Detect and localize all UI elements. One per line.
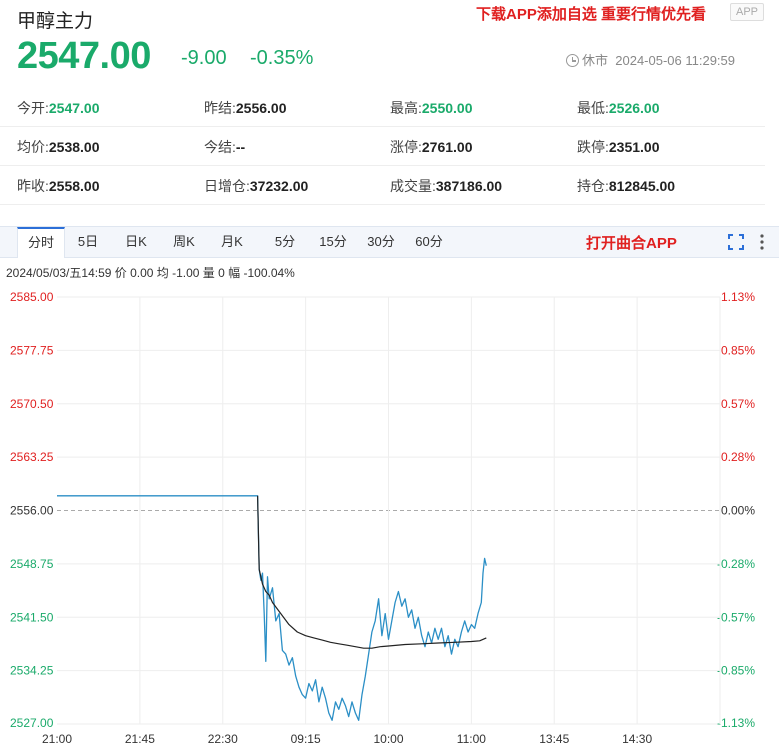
stat-label: 昨收:: [17, 178, 49, 194]
tab-8[interactable]: 60分: [415, 234, 443, 249]
stat-label: 最低:: [577, 100, 609, 116]
x-tick-label: 21:45: [125, 732, 155, 745]
tab-3[interactable]: 周K: [173, 234, 195, 249]
page-title: 甲醇主力: [17, 11, 94, 32]
clock-icon: [566, 54, 579, 67]
y-tick-label: 2570.50: [10, 397, 54, 411]
stat-value: 2538.00: [48, 139, 100, 155]
stat-row: 均价:2538.00 今结:-- 涨停:2761.00 跌停:2351.00: [0, 127, 765, 166]
stat-value: 2547.00: [48, 100, 100, 116]
stat-value: 2558.00: [48, 178, 100, 194]
average-price-line: [257, 495, 487, 649]
tab-6[interactable]: 15分: [319, 234, 347, 249]
stat-label: 均价:: [17, 139, 49, 155]
chart-tab-bar: 打开曲合APP 分时 5日 日K 周K 月K 5分 15分 30分 60分: [0, 226, 779, 258]
stat-label: 涨停:: [390, 139, 422, 155]
y-tick-label-right: 1.13%: [721, 290, 755, 304]
y-tick-label: 2556.00: [10, 504, 54, 518]
x-tick-label: 09:15: [291, 732, 321, 745]
stat-value: 2761.00: [421, 139, 473, 155]
stat-value: 2556.00: [235, 100, 287, 116]
stat-item: 跌停:2351.00: [577, 137, 660, 157]
y-tick-label: 2563.25: [10, 450, 54, 464]
y-tick-label-right: 0.57%: [721, 397, 755, 411]
y-tick-label-right: -0.28%: [717, 557, 755, 571]
app-badge[interactable]: APP: [730, 3, 764, 21]
y-tick-label: 2585.00: [10, 290, 54, 304]
intraday-chart[interactable]: 2585.00 1.13% 2577.75 0.85% 2570.50 0.57% 2563…: [0, 284, 779, 745]
market-status-label: 休市: [582, 53, 609, 68]
stat-value: 387186.00: [435, 178, 503, 194]
x-tick-label: 14:30: [622, 732, 652, 745]
stat-item: 今开:2547.00: [17, 98, 100, 118]
stat-item: 涨停:2761.00: [390, 137, 473, 157]
stat-row: 今开:2547.00 昨结:2556.00 最高:2550.00 最低:2526.00: [0, 88, 765, 127]
x-tick-label: 11:00: [457, 732, 486, 745]
x-tick-label: 21:00: [42, 732, 72, 745]
stat-label: 持仓:: [577, 178, 609, 194]
quote-datetime: 2024-05-06 11:29:59: [615, 53, 735, 68]
stat-item: 持仓:812845.00: [577, 176, 675, 196]
tab-4[interactable]: 月K: [221, 234, 243, 249]
stat-label: 跌停:: [577, 139, 609, 155]
fullscreen-icon[interactable]: [728, 234, 744, 250]
y-tick-label: 2577.75: [10, 343, 54, 357]
stat-value: --: [235, 139, 246, 155]
stat-value: 2550.00: [421, 100, 473, 116]
tab-2[interactable]: 日K: [125, 234, 147, 249]
stat-item: 均价:2538.00: [17, 137, 100, 157]
stat-label: 今开:: [17, 100, 49, 116]
y-tick-label-right: -0.85%: [717, 664, 755, 678]
price-change: -9.00: [181, 47, 227, 69]
y-tick-label: 2541.50: [10, 610, 54, 624]
x-tick-label: 13:45: [539, 732, 569, 745]
y-tick-label-right: 0.00%: [721, 504, 755, 518]
more-options-icon[interactable]: [758, 233, 766, 251]
x-tick-label: 22:30: [208, 732, 238, 745]
y-tick-label: 2548.75: [10, 557, 54, 571]
stat-item: 昨收:2558.00: [17, 176, 100, 196]
stat-item: 成交量:387186.00: [390, 176, 502, 196]
tab-7[interactable]: 30分: [367, 234, 395, 249]
stat-label: 成交量:: [390, 178, 436, 194]
price-line: [57, 495, 487, 721]
stat-item: 最高:2550.00: [390, 98, 473, 118]
market-status: 休市 2024-05-06 11:29:59: [566, 50, 735, 69]
download-app-promo-link[interactable]: 下载APP添加自选 重要行情优先看: [476, 6, 707, 23]
tab-5[interactable]: 5分: [274, 234, 296, 249]
y-tick-label-right: 0.28%: [721, 450, 755, 464]
stat-label: 今结:: [204, 139, 236, 155]
tab-0[interactable]: 分时: [17, 227, 65, 258]
stat-value: 37232.00: [249, 178, 309, 194]
tab-1[interactable]: 5日: [77, 234, 99, 249]
stat-item: 今结:--: [204, 137, 245, 157]
y-tick-label-right: -1.13%: [717, 716, 755, 730]
stat-item: 昨结:2556.00: [204, 98, 287, 118]
stat-value: 2351.00: [608, 139, 660, 155]
price-change-percent: -0.35%: [250, 47, 314, 69]
stat-item: 日增仓:37232.00: [204, 176, 308, 196]
crosshair-info-line: 2024/05/03/五14:59 价 0.00 均 -1.00 量 0 幅 -…: [6, 266, 295, 280]
stat-label: 昨结:: [204, 100, 236, 116]
stat-value: 812845.00: [608, 178, 676, 194]
last-price: 2547.00: [17, 35, 151, 77]
header: 甲醇主力 下载APP添加自选 重要行情优先看 APP: [0, 0, 779, 40]
stat-label: 日增仓:: [204, 178, 250, 194]
stat-item: 最低:2526.00: [577, 98, 660, 118]
stat-row: 昨收:2558.00 日增仓:37232.00 成交量:387186.00 持仓:81…: [0, 166, 765, 205]
stat-value: 2526.00: [608, 100, 660, 116]
x-tick-label: 10:00: [373, 732, 403, 745]
open-app-button[interactable]: 打开曲合APP: [586, 235, 677, 252]
y-tick-label-right: -0.57%: [717, 610, 755, 624]
y-tick-label: 2534.25: [10, 664, 54, 678]
y-tick-label: 2527.00: [10, 716, 54, 730]
stat-label: 最高:: [390, 100, 422, 116]
y-tick-label-right: 0.85%: [721, 343, 755, 357]
